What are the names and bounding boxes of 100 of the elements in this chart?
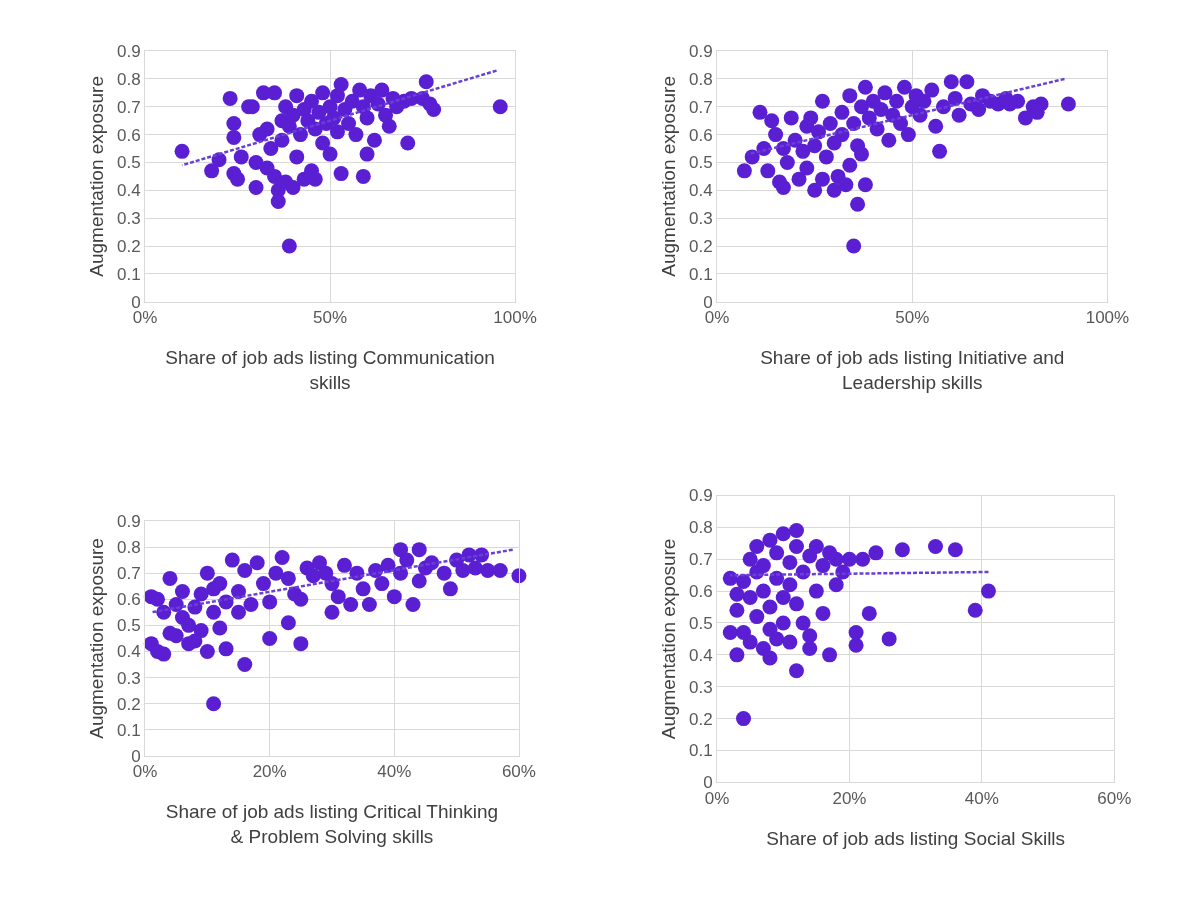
x-axis-title: Share of job ads listing Critical Thinking & Problem Solving skills — [165, 801, 499, 847]
point — [782, 554, 798, 570]
point — [736, 711, 752, 727]
x-axis-title: Share of job ads listing Initiative and Leadership skills — [760, 346, 1065, 393]
y-tick-label: 0.7 — [117, 564, 141, 584]
y-tick-label: 0.6 — [689, 582, 713, 602]
point — [828, 551, 844, 567]
point — [762, 650, 778, 666]
y-tick-label: 0.8 — [117, 538, 141, 558]
y-tick-label: 0.1 — [689, 264, 713, 284]
y-tick-label: 0.4 — [689, 181, 713, 201]
y-tick-label: 0.5 — [689, 613, 713, 633]
y-axis-title: Augmentation exposure — [85, 76, 107, 277]
point — [802, 628, 818, 644]
x-tick-label: 50% — [895, 308, 930, 328]
x-axis-title: Share of job ads listing Social Skills — [766, 827, 1066, 849]
y-tick-label: 0.7 — [689, 97, 713, 117]
x-tick-label: 60% — [501, 762, 536, 782]
point — [749, 539, 765, 554]
point — [894, 542, 910, 558]
point — [769, 631, 785, 647]
point — [729, 647, 745, 663]
x-tick-label: 40% — [377, 762, 412, 782]
point — [881, 631, 897, 647]
y-tick-label: 0.9 — [689, 486, 713, 506]
point — [868, 545, 884, 561]
y-tick-label: 0.6 — [117, 590, 141, 610]
point — [802, 640, 818, 656]
y-tick-label: 0.9 — [117, 511, 141, 531]
x-tick-label: 100% — [1085, 308, 1130, 328]
x-tick-label: 100% — [493, 308, 537, 328]
point — [762, 532, 778, 548]
point — [742, 551, 758, 567]
point — [967, 602, 983, 618]
point — [722, 625, 738, 641]
point — [928, 539, 944, 554]
point — [822, 647, 838, 663]
point — [729, 586, 745, 602]
point — [729, 602, 745, 618]
y-tick-label: 0.7 — [117, 97, 141, 117]
point — [736, 574, 752, 590]
y-tick-label: 0.8 — [689, 518, 713, 538]
y-tick-label: 0.3 — [117, 668, 141, 688]
point — [861, 605, 877, 621]
point — [828, 577, 844, 593]
point — [775, 615, 791, 631]
point — [749, 609, 765, 625]
x-axis-title: Share of job ads listing Communication skills — [165, 346, 495, 393]
point — [855, 551, 871, 567]
point — [755, 558, 771, 574]
point — [841, 551, 857, 567]
point — [848, 637, 864, 653]
point — [808, 583, 824, 599]
y-tick-label: 0.3 — [689, 677, 713, 697]
point — [848, 625, 864, 641]
y-axis-title: Augmentation exposure — [85, 538, 107, 739]
y-tick-label: 0.8 — [689, 69, 713, 89]
y-tick-label: 0.8 — [117, 69, 141, 89]
y-tick-label: 0.1 — [689, 741, 713, 761]
y-tick-label: 0.4 — [689, 645, 713, 665]
y-tick-label: 0.1 — [117, 264, 141, 284]
point — [775, 589, 791, 605]
y-tick-label: 0.4 — [117, 642, 141, 662]
y-tick-label: 0.6 — [689, 125, 713, 145]
y-tick-label: 0.5 — [117, 616, 141, 636]
point — [742, 634, 758, 650]
y-tick-label: 0.2 — [117, 236, 141, 256]
y-tick-label: 0.3 — [117, 209, 141, 229]
y-tick-label: 0.2 — [689, 236, 713, 256]
point — [788, 523, 804, 539]
y-tick-label: 0.9 — [689, 42, 713, 62]
x-tick-label: 40% — [964, 788, 999, 808]
point — [795, 615, 811, 631]
y-tick-label: 0.5 — [689, 153, 713, 173]
y-tick-label: 0.4 — [117, 181, 141, 201]
point — [808, 539, 824, 554]
y-tick-label: 0.7 — [689, 550, 713, 570]
point — [788, 539, 804, 554]
point — [980, 583, 996, 599]
point — [782, 577, 798, 593]
point — [769, 545, 785, 561]
y-tick-label: 0.6 — [117, 125, 141, 145]
point — [788, 596, 804, 612]
point — [755, 583, 771, 599]
point — [782, 634, 798, 650]
x-tick-label: 20% — [252, 762, 287, 782]
y-axis-title: Augmentation exposure — [657, 538, 679, 740]
x-tick-label: 50% — [313, 308, 348, 328]
y-tick-label: 0.2 — [117, 694, 141, 714]
x-tick-label: 60% — [1097, 788, 1132, 808]
point — [947, 542, 963, 558]
y-tick-label: 0.5 — [117, 153, 141, 173]
point — [788, 663, 804, 679]
point — [815, 605, 831, 621]
point — [742, 589, 758, 605]
y-tick-label: 0.1 — [117, 720, 141, 740]
y-axis-title: Augmentation exposure — [657, 76, 679, 277]
point — [815, 558, 831, 574]
x-tick-label: 20% — [832, 788, 867, 808]
y-tick-label: 0.9 — [117, 42, 141, 62]
